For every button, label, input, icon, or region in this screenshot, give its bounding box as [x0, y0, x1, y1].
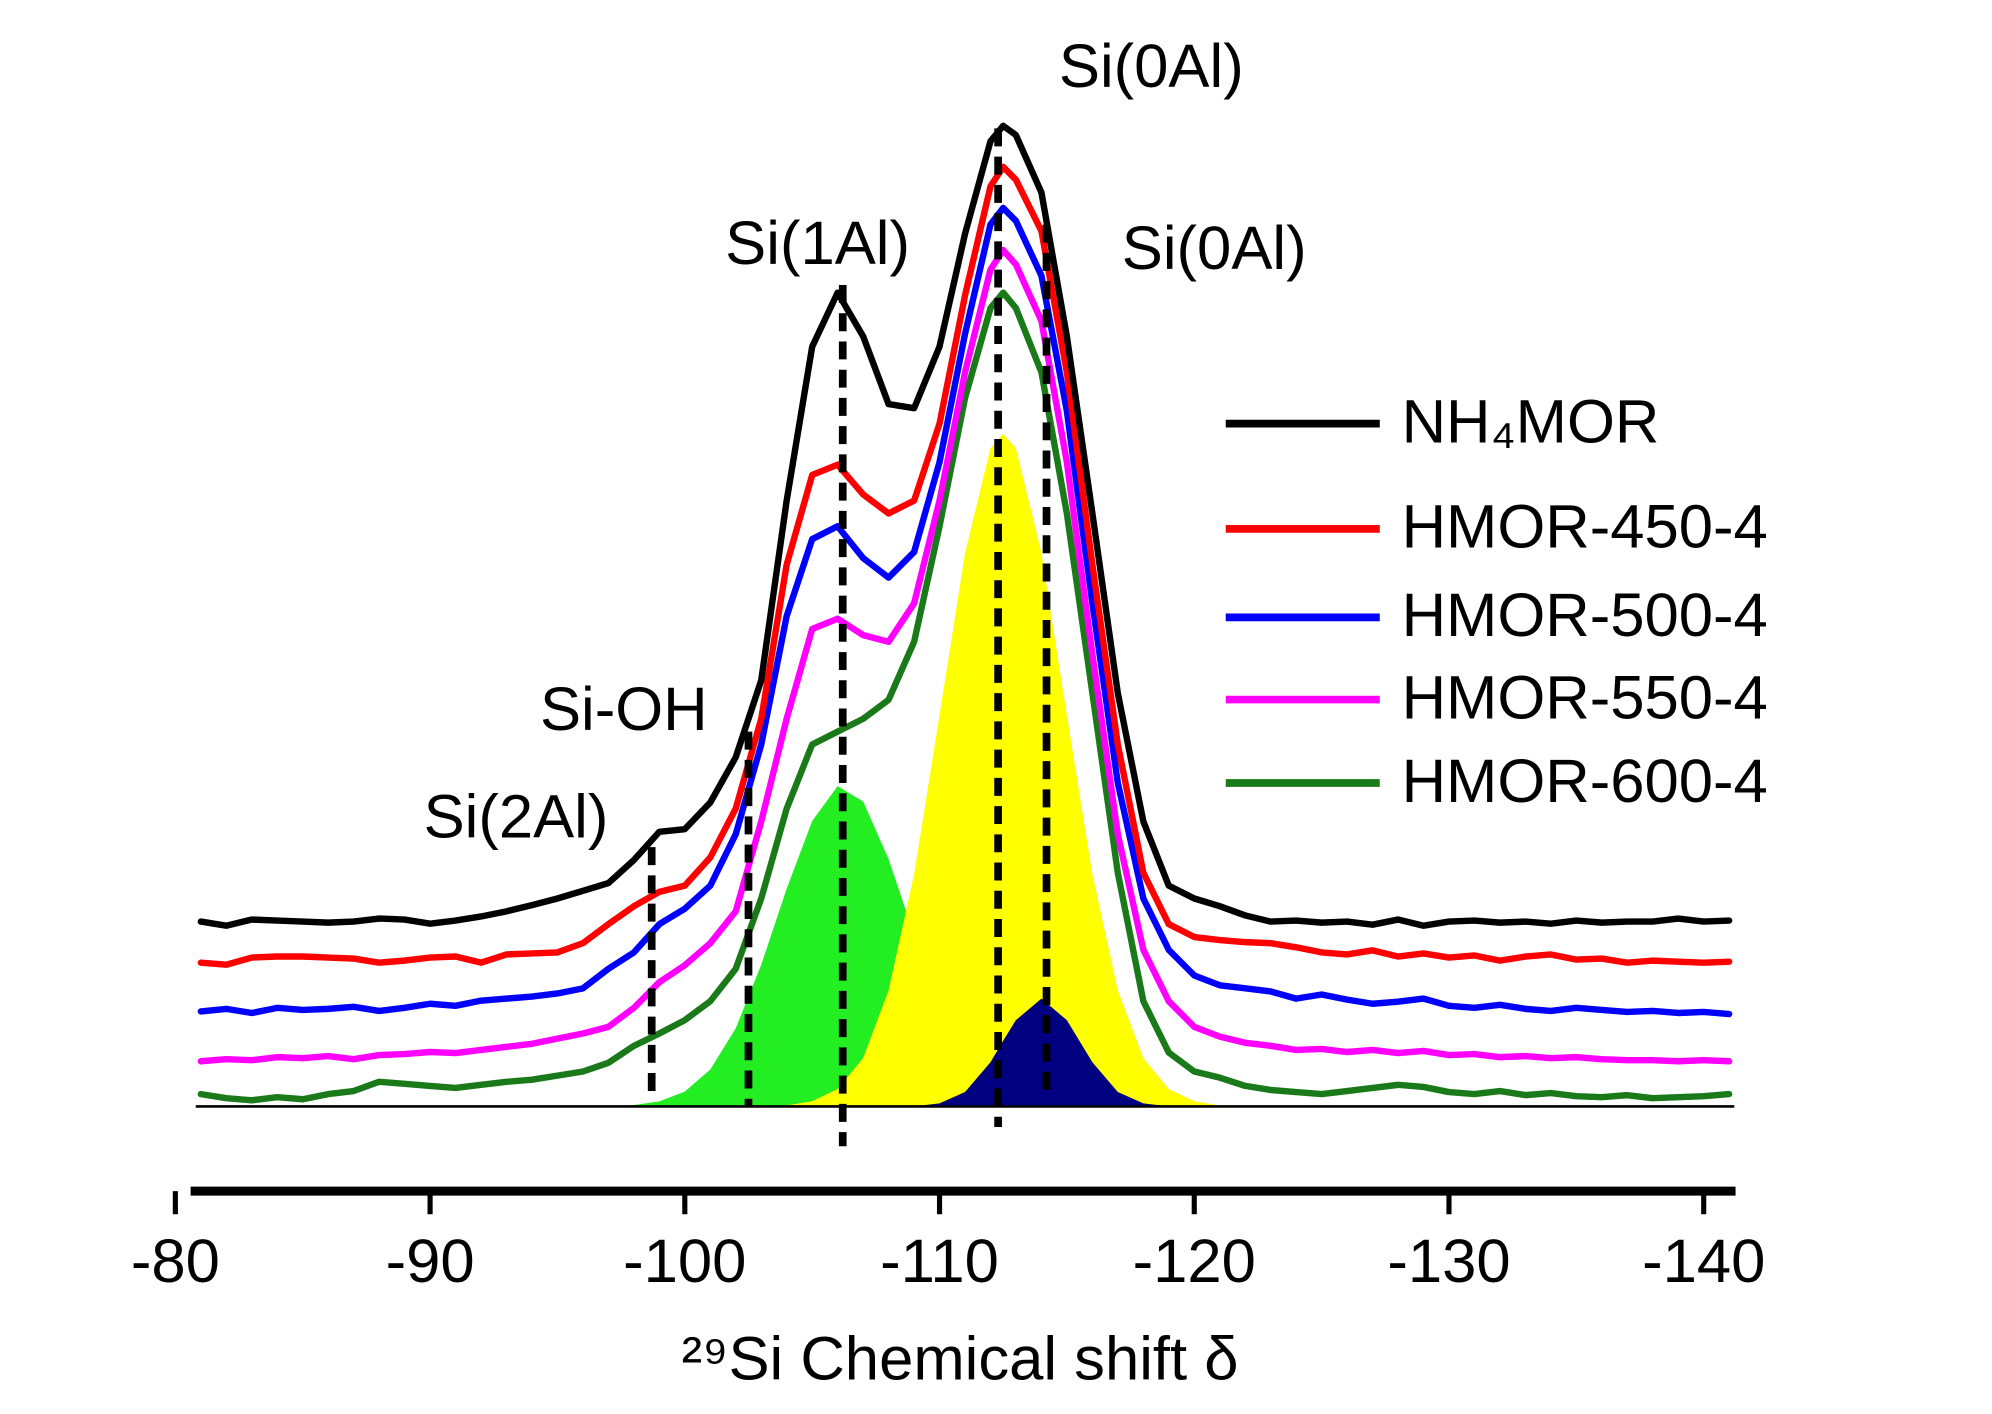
x-tick-label: -80 [131, 1227, 220, 1296]
x-tick-label: -130 [1387, 1227, 1510, 1296]
spectrum-line [197, 289, 1733, 1104]
spectrum-line [197, 204, 1733, 1018]
x-tick-label: -140 [1642, 1227, 1765, 1296]
legend-label: NH₄MOR [1402, 387, 1660, 456]
annotation: Si(0Al) [1122, 214, 1307, 283]
spectrum-line [197, 246, 1733, 1065]
x-tick-label: -120 [1133, 1227, 1256, 1296]
annotation: Si-OH [540, 675, 708, 744]
legend-label: HMOR-550-4 [1402, 663, 1768, 732]
x-tick-label: -110 [880, 1227, 999, 1296]
annotation: Si(0Al) [1059, 32, 1244, 101]
x-tick-label: -90 [386, 1227, 475, 1296]
spectrum-line [197, 163, 1733, 968]
peak-area [200, 433, 1730, 1107]
legend-label: HMOR-500-4 [1402, 581, 1768, 650]
legend-label: HMOR-600-4 [1402, 747, 1768, 816]
annotation: Si(2Al) [424, 783, 609, 852]
x-axis-title: ²⁹Si Chemical shift δ [682, 1324, 1239, 1393]
annotation: Si(1Al) [725, 209, 910, 278]
legend-label: HMOR-450-4 [1402, 493, 1768, 562]
spectrum-line [197, 122, 1733, 929]
x-tick-label: -100 [623, 1227, 746, 1296]
